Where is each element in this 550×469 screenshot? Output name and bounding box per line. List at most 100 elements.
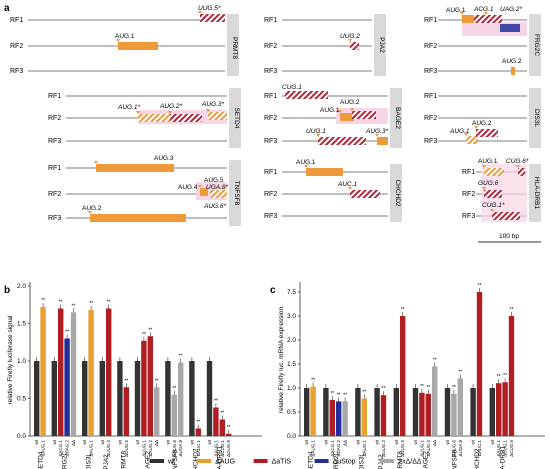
frame-label: RF1 [264, 17, 277, 24]
gene-diagram-chchd2: RF1 RF2 RF3 AUG.1 AUC.1 CHCHD2 [264, 159, 402, 222]
tis-label: UAG.2* [500, 6, 523, 13]
gene-label: DIS3L [85, 453, 92, 469]
significance-mark: ** [172, 386, 176, 392]
significance-mark: ** [382, 386, 386, 392]
y-tick-label: 0.0 [17, 433, 26, 440]
significance-mark: ** [220, 411, 224, 417]
tis-label: AUG.1* [117, 104, 141, 111]
bar [154, 387, 160, 436]
gene-name: BAGE2 [394, 107, 401, 129]
bar-label: wt [375, 439, 380, 444]
tis-label: UUG.5* [198, 5, 221, 12]
bar-label: ΔAUG.6 [172, 440, 177, 457]
bar [310, 386, 316, 436]
gene-diagram-pja2: RF1 RF2 RF3 UUG.2 PJA2 [264, 14, 386, 76]
gene-name: TNFSF8 [233, 181, 240, 206]
orf-box [208, 112, 227, 120]
bar [508, 316, 515, 436]
significance-mark: ** [196, 420, 200, 426]
bar [496, 383, 502, 436]
bar-label: ΔAUG.2 [148, 440, 153, 457]
significance-mark: ** [510, 307, 514, 313]
orf-box [462, 15, 474, 23]
gene-diagram-frg2c: RF1 RF2 RF3 AUG.1 ACG.1 UAG.2* AUG.2 FRG… [424, 6, 541, 76]
orf-box [492, 212, 520, 220]
frame-label: RF2 [424, 115, 437, 122]
significance-mark: ** [89, 301, 93, 307]
tis-label: AUG.4 [178, 184, 198, 191]
gene-label: PJA2 [103, 454, 110, 469]
orf-box [484, 190, 502, 198]
bar-label: wt [189, 439, 194, 444]
significance-mark: ** [41, 298, 45, 304]
y-tick-label: 2.0 [17, 283, 26, 290]
frame-label: RF1 [424, 17, 437, 24]
significance-mark: ** [458, 369, 462, 375]
y-tick-label: 3.0 [287, 313, 296, 320]
gene-name-box [227, 14, 239, 76]
significance-mark: ** [148, 327, 152, 333]
frame-label: RF2 [264, 43, 277, 50]
bar-label: wt [471, 439, 476, 444]
bar [457, 378, 463, 436]
bar [444, 388, 451, 436]
significance-mark: ** [362, 390, 366, 396]
bar-label: ΔAUG.1 [362, 440, 367, 457]
frame-label: RF3 [264, 138, 277, 145]
bar [88, 310, 94, 436]
frame-label: RF1 [264, 169, 277, 176]
significance-mark: ** [420, 384, 424, 390]
gene-label: CHCHD2 [474, 448, 481, 469]
legend-label-dd: 2xΔ/ΔΔ [398, 459, 422, 466]
bar [58, 308, 64, 436]
tis-label: AUG.1 [296, 159, 316, 166]
bar-label: ΔAUC.1 [196, 440, 201, 457]
orf-box [138, 114, 170, 122]
gene-diagram-dis3l: RF1 RF2 RF3 AUG.2 AUG.1 DIS3L [424, 88, 541, 148]
bar-label: ΔUGA.8 [178, 440, 183, 457]
tis-label: AUG.6* [203, 203, 227, 210]
bar-label: ΔAUG.1 [496, 440, 501, 457]
tis-label: AUG.5 [204, 177, 224, 184]
gene-label: SETD4 [37, 451, 44, 469]
y-tick-label: 1.5 [17, 321, 26, 328]
panel-c-label: c [270, 285, 276, 296]
frame-label: RF1 [48, 93, 61, 100]
tis-label: ACG.1 [473, 6, 494, 13]
bar [213, 407, 219, 436]
gene-diagram-bage2: RF1 RF2 RF3 CUG.1 AUG.2 AUG.1 UUG.1 AUG.… [264, 84, 402, 148]
frame-label: RF2 [10, 43, 23, 50]
gene-name: PRMT8 [231, 37, 238, 59]
bar-label: ΔCUG.1 [503, 440, 508, 457]
bar-label: ΔAUG.1 [311, 440, 316, 457]
bar-label: ΔΔ [154, 440, 159, 446]
panel-b-label: b [4, 285, 10, 296]
gene-name: HLA-DRB1 [533, 177, 540, 210]
tis-label: AUG.2 [502, 58, 522, 65]
tis-label: UUG.1 [306, 128, 326, 135]
panel-a-label: a [4, 3, 10, 14]
y-tick-label: 1.5 [287, 361, 296, 368]
gene-name: CHCHD2 [394, 179, 401, 206]
frame-label: RF2 [264, 115, 277, 122]
bar-label: ΔΔ [71, 440, 76, 446]
orf-box [318, 137, 366, 145]
bar [189, 361, 195, 436]
tis-label: GUG.6 [478, 180, 499, 187]
significance-mark: ** [227, 425, 231, 431]
orf-box [90, 214, 186, 222]
gene-name-box [529, 14, 541, 76]
significance-mark: ** [452, 385, 456, 391]
bar [219, 419, 225, 436]
bar-label: ΔUUG.1 [419, 440, 424, 457]
frame-label: RF2 [48, 115, 61, 122]
bar [147, 336, 153, 436]
bar [171, 394, 177, 436]
legend: wt ΔAUG ΔaTIS ΔuStop 2xΔ/ΔΔ [150, 459, 422, 466]
orf-box [350, 42, 359, 50]
tis-label: AUG.2* [159, 103, 183, 110]
gene-name-box [390, 88, 402, 148]
bar [425, 393, 431, 436]
bar [451, 393, 457, 436]
